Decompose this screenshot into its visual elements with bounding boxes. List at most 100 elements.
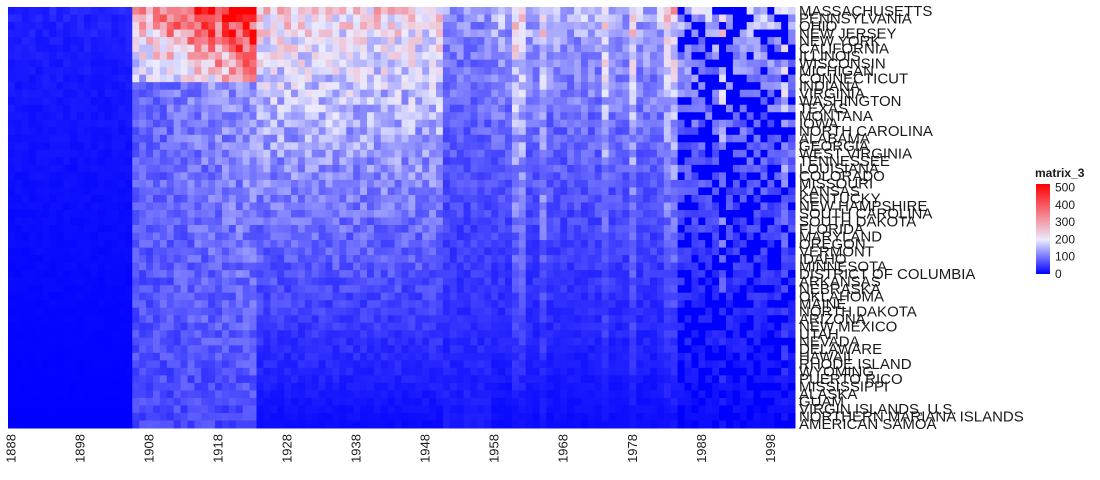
- heatmap-cell: [546, 44, 554, 53]
- heatmap-cell: [194, 52, 202, 61]
- heatmap-cell: [90, 134, 99, 143]
- heatmap-cell: [8, 172, 16, 181]
- heatmap-cell: [173, 202, 182, 211]
- heatmap-cell: [725, 149, 734, 158]
- heatmap-cell: [553, 29, 561, 38]
- heatmap-cell: [567, 89, 575, 98]
- heatmap-cell: [670, 157, 679, 166]
- heatmap-cell: [394, 29, 402, 38]
- heatmap-cell: [698, 157, 706, 166]
- heatmap-cell: [760, 194, 768, 203]
- heatmap-cell: [8, 277, 16, 286]
- heatmap-cell: [767, 149, 775, 158]
- heatmap-cell: [63, 82, 71, 91]
- heatmap-cell: [291, 225, 299, 234]
- heatmap-cell: [477, 127, 485, 136]
- heatmap-cell: [173, 247, 182, 256]
- heatmap-cell: [567, 74, 575, 83]
- heatmap-cell: [201, 172, 209, 181]
- heatmap-cell: [208, 292, 216, 301]
- heatmap-cell: [656, 112, 665, 121]
- heatmap-cell: [449, 22, 458, 31]
- heatmap-cell: [518, 262, 527, 271]
- heatmap-cell: [511, 157, 520, 166]
- heatmap-cell: [650, 232, 658, 241]
- heatmap-cell: [360, 292, 368, 301]
- heatmap-cell: [484, 14, 492, 23]
- heatmap-cell: [228, 119, 237, 128]
- heatmap-cell: [339, 59, 347, 68]
- heatmap-cell: [663, 142, 672, 151]
- heatmap-cell: [498, 44, 506, 53]
- heatmap-cell: [774, 22, 782, 31]
- heatmap-cell: [180, 179, 188, 188]
- heatmap-cell: [21, 217, 30, 226]
- heatmap-cell: [698, 44, 706, 53]
- heatmap-cell: [360, 7, 368, 16]
- heatmap-cell: [491, 29, 499, 38]
- heatmap-cell: [408, 172, 416, 181]
- heatmap-cell: [235, 179, 244, 188]
- heatmap-cell: [449, 255, 458, 264]
- heatmap-cell: [146, 307, 154, 316]
- heatmap-cell: [318, 217, 327, 226]
- heatmap-cell: [670, 22, 679, 31]
- heatmap-cell: [539, 112, 547, 121]
- heatmap-cell: [560, 255, 568, 264]
- heatmap-cell: [670, 202, 679, 211]
- heatmap-cell: [242, 187, 251, 196]
- heatmap-cell: [297, 247, 306, 256]
- heatmap-cell: [42, 232, 50, 241]
- heatmap-cell: [180, 240, 188, 249]
- heatmap-cell: [449, 29, 458, 38]
- heatmap-cell: [325, 262, 333, 271]
- heatmap-cell: [650, 149, 658, 158]
- heatmap-cell: [636, 74, 644, 83]
- heatmap-cell: [394, 240, 402, 249]
- heatmap-cell: [594, 7, 603, 16]
- heatmap-cell: [118, 142, 126, 151]
- heatmap-cell: [311, 119, 320, 128]
- heatmap-cell: [436, 89, 444, 98]
- heatmap-cell: [14, 202, 23, 211]
- heatmap-cell: [194, 164, 202, 173]
- heatmap-cell: [394, 149, 402, 158]
- heatmap-cell: [677, 307, 686, 316]
- heatmap-cell: [173, 22, 182, 31]
- heatmap-cell: [594, 300, 603, 309]
- heatmap-cell: [173, 112, 182, 121]
- heatmap-cell: [380, 255, 389, 264]
- heatmap-cell: [318, 149, 327, 158]
- heatmap-cell: [228, 270, 237, 279]
- heatmap-cell: [553, 67, 561, 76]
- heatmap-cell: [491, 322, 499, 331]
- heatmap-cell: [90, 14, 99, 23]
- heatmap-cell: [187, 277, 195, 286]
- heatmap-cell: [387, 315, 396, 324]
- heatmap-cell: [753, 74, 761, 83]
- heatmap-cell: [746, 164, 755, 173]
- heatmap-cell: [194, 330, 202, 339]
- heatmap-cell: [373, 134, 382, 143]
- heatmap-cell: [477, 179, 485, 188]
- heatmap-cell: [477, 225, 485, 234]
- heatmap-cell: [705, 89, 713, 98]
- heatmap-cell: [111, 14, 119, 23]
- heatmap-cell: [297, 149, 306, 158]
- heatmap-cell: [401, 217, 409, 226]
- heatmap-cell: [498, 142, 506, 151]
- heatmap-cell: [553, 134, 561, 143]
- heatmap-cell: [90, 179, 99, 188]
- heatmap-cell: [760, 270, 768, 279]
- heatmap-cell: [663, 149, 672, 158]
- heatmap-cell: [732, 194, 741, 203]
- heatmap-cell: [643, 300, 651, 309]
- heatmap-cell: [781, 7, 789, 16]
- heatmap-cell: [228, 157, 237, 166]
- heatmap-cell: [297, 164, 306, 173]
- heatmap-cell: [284, 202, 292, 211]
- heatmap-cell: [346, 52, 354, 61]
- heatmap-cell: [277, 157, 285, 166]
- heatmap-cell: [643, 119, 651, 128]
- heatmap-cell: [725, 67, 734, 76]
